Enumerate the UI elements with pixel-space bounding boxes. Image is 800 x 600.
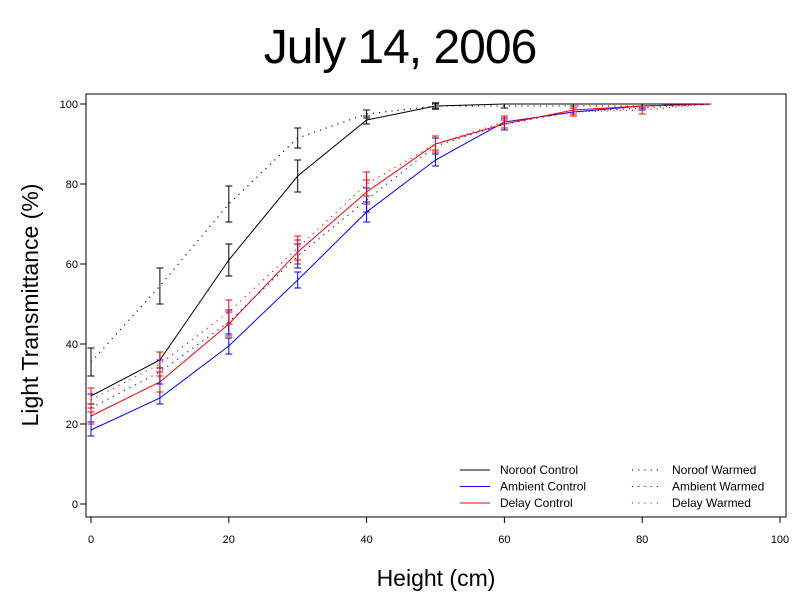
x-tick-label: 20 [223, 534, 235, 546]
series-line [90, 103, 712, 397]
legend-label: Noroof Warmed [672, 463, 756, 477]
legend-label: Ambient Control [500, 480, 586, 494]
y-tick-label: 80 [66, 179, 78, 191]
legend-item: Delay Warmed [632, 496, 751, 510]
series-noroof-control [87, 102, 712, 405]
legend-label: Delay Control [500, 496, 573, 510]
x-tick-label: 100 [771, 534, 789, 546]
series-line [90, 103, 712, 417]
x-axis-label: Height (cm) [377, 565, 496, 591]
x-axis-ticks: 0 20 40 60 80 100 [88, 517, 789, 546]
y-tick-label: 60 [66, 259, 78, 271]
series-noroof-warmed [87, 103, 712, 377]
y-axis-label: Light Transmittance (%) [17, 184, 43, 427]
legend-label: Delay Warmed [672, 496, 751, 510]
series-layer [87, 102, 712, 437]
chart-title: July 14, 2006 [264, 21, 537, 74]
x-tick-label: 0 [88, 534, 94, 546]
x-tick-label: 80 [636, 534, 648, 546]
y-tick-label: 20 [66, 419, 78, 431]
series-line [90, 103, 712, 409]
x-tick-label: 60 [498, 534, 510, 546]
series-ambient-control [87, 103, 712, 437]
y-tick-label: 100 [60, 99, 78, 111]
legend-label: Ambient Warmed [672, 480, 764, 494]
y-tick-label: 0 [72, 499, 78, 511]
series-delay-warmed [87, 103, 712, 413]
series-line [90, 103, 712, 431]
series-line [90, 103, 712, 363]
legend-item: Delay Control [460, 496, 573, 510]
y-axis-ticks: 0 20 40 60 80 100 [60, 99, 86, 511]
chart-legend: Noroof Control Ambient Control Delay Contr… [460, 463, 764, 510]
legend-item: Ambient Warmed [632, 480, 764, 494]
series-ambient-warmed [87, 103, 712, 423]
plot-frame [85, 93, 787, 518]
series-line [90, 103, 712, 401]
x-tick-label: 40 [360, 534, 372, 546]
y-tick-label: 40 [66, 339, 78, 351]
legend-item: Noroof Control [460, 463, 578, 477]
legend-label: Noroof Control [500, 463, 578, 477]
legend-item: Noroof Warmed [632, 463, 756, 477]
legend-item: Ambient Control [460, 480, 586, 494]
series-delay-control [87, 103, 712, 425]
